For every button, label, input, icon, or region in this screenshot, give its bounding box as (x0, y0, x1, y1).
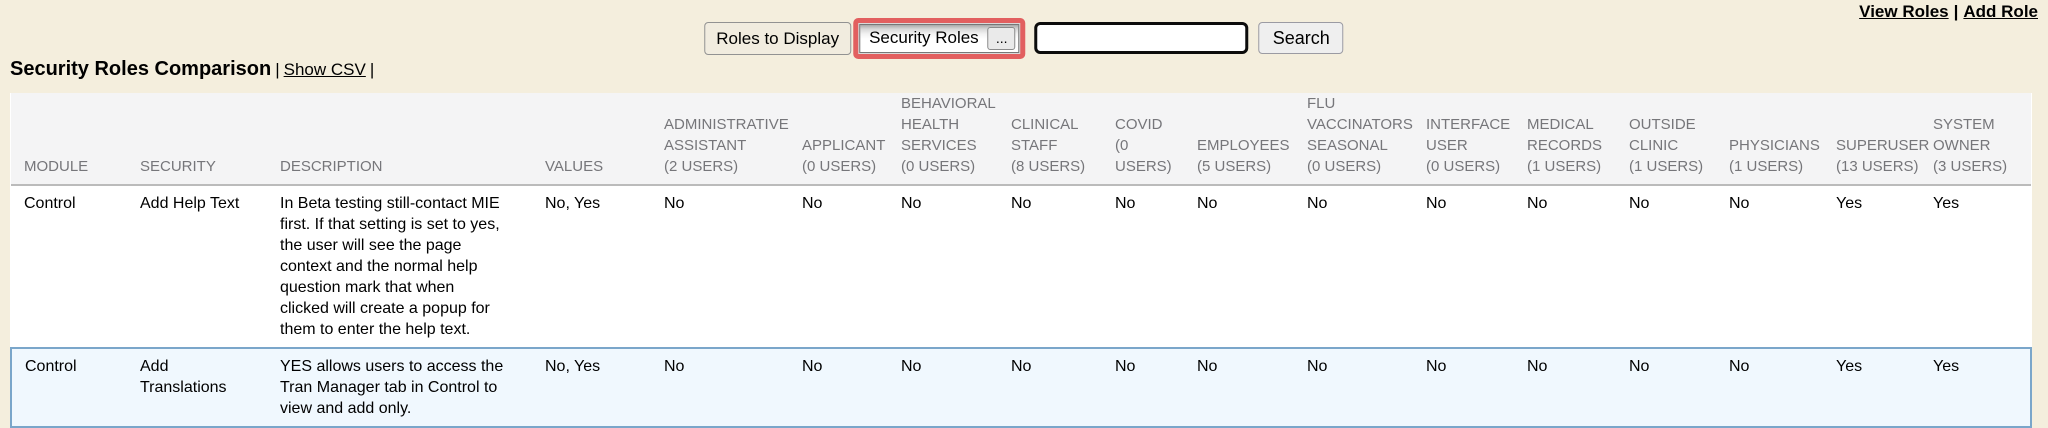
table-row: Control Add Help Text In Beta testing st… (11, 185, 2031, 348)
column-header-outside-clinic: OUTSIDE CLINIC (1 USERS) (1629, 93, 1729, 186)
table-row-highlighted: Control Add Translations YES allows user… (10, 347, 2032, 428)
column-header-physicians: PHYSICIANS (1 USERS) (1729, 93, 1836, 186)
column-header-values: VALUES (545, 93, 664, 186)
column-header-superuser: SUPERUSER (13 USERS) (1836, 93, 1933, 186)
column-header-behavioral-health-services: BEHAVIORAL HEALTH SERVICES (0 USERS) (901, 93, 1011, 186)
top-links-separator: | (1953, 2, 1959, 21)
roles-picker-ellipsis-button[interactable]: ... (987, 26, 1016, 50)
controls-bar: Roles to Display Security Roles ... Sear… (704, 16, 1344, 60)
heading-separator-trailing: | (369, 60, 375, 79)
add-role-link[interactable]: Add Role (1963, 2, 2038, 21)
column-header-applicant: APPLICANT (0 USERS) (802, 93, 901, 186)
cell-role-value: No (1426, 195, 1447, 212)
cell-role-value: No (1729, 195, 1750, 212)
cell-role-value: Yes (1836, 195, 1863, 212)
cell-role-value: No (1729, 347, 1836, 428)
column-header-module: MODULE (11, 93, 140, 186)
cell-role-value: No (802, 347, 901, 428)
cell-module: Control (24, 195, 76, 212)
roles-to-display-label: Roles to Display (704, 21, 852, 55)
cell-role-value: No (1011, 347, 1115, 428)
cell-role-value: No (1197, 347, 1307, 428)
top-links: View Roles | Add Role (1859, 2, 2038, 22)
search-input[interactable] (1034, 22, 1249, 54)
cell-role-value: No (1115, 195, 1136, 212)
page-title: Security Roles Comparison (10, 58, 272, 80)
security-roles-table: MODULE SECURITY DESCRIPTION VALUES ADMIN… (10, 93, 2032, 428)
column-header-interface-user: INTERFACE USER (0 USERS) (1426, 93, 1527, 186)
cell-role-value: No (664, 195, 685, 212)
cell-role-value: No (664, 347, 802, 428)
cell-role-value: No (1115, 347, 1197, 428)
heading-separator: | (275, 60, 280, 79)
column-header-clinical-staff: CLINICAL STAFF (8 USERS) (1011, 93, 1115, 186)
column-header-covid: COVID (0 USERS) (1115, 93, 1197, 186)
table-container: MODULE SECURITY DESCRIPTION VALUES ADMIN… (10, 93, 2032, 428)
cell-role-value: Yes (1836, 347, 1933, 428)
cell-role-value: No (1629, 347, 1729, 428)
cell-role-value: No (1527, 347, 1629, 428)
column-header-system-owner: SYSTEM OWNER (3 USERS) (1933, 93, 2031, 186)
cell-role-value: No (1011, 195, 1032, 212)
column-header-employees: EMPLOYEES (5 USERS) (1197, 93, 1307, 186)
view-roles-link[interactable]: View Roles (1859, 2, 1949, 21)
cell-role-value: No (1307, 195, 1328, 212)
column-header-security: SECURITY (140, 93, 280, 186)
cell-role-value: No (1197, 195, 1218, 212)
cell-security: Add Help Text (140, 195, 240, 212)
roles-picker-value: Security Roles (869, 28, 979, 47)
column-header-medical-records: MEDICAL RECORDS (1 USERS) (1527, 93, 1629, 186)
cell-role-value: No (1527, 195, 1548, 212)
table-header-row: MODULE SECURITY DESCRIPTION VALUES ADMIN… (11, 93, 2031, 186)
cell-values: No, Yes (545, 195, 601, 212)
show-csv-link[interactable]: Show CSV (283, 60, 366, 79)
cell-role-value: Yes (1933, 347, 2032, 428)
column-header-administrative-assistant: ADMINISTRATIVE ASSISTANT (2 USERS) (664, 93, 802, 186)
cell-role-value: No (1307, 347, 1426, 428)
cell-module: Control (10, 347, 140, 428)
column-header-description: DESCRIPTION (280, 93, 545, 186)
cell-role-value: No (901, 347, 1011, 428)
cell-security: Add Translations (140, 347, 280, 428)
column-header-flu-vaccinators-seasonal: FLU VACCINATORS SEASONAL (0 USERS) (1307, 93, 1426, 186)
roles-picker[interactable]: Security Roles ... (859, 23, 1020, 53)
cell-values: No, Yes (545, 347, 664, 428)
cell-role-value: No (901, 195, 922, 212)
search-button[interactable]: Search (1258, 22, 1344, 54)
cell-description: YES allows users to access the Tran Mana… (280, 347, 545, 428)
roles-picker-highlight-ring: Security Roles ... (853, 17, 1026, 59)
page-heading: Security Roles Comparison | Show CSV | (10, 58, 378, 81)
cell-role-value: Yes (1933, 195, 1960, 212)
cell-description: In Beta testing still-contact MIE first.… (280, 195, 500, 338)
cell-role-value: No (802, 195, 823, 212)
cell-role-value: No (1629, 195, 1650, 212)
cell-role-value: No (1426, 347, 1527, 428)
